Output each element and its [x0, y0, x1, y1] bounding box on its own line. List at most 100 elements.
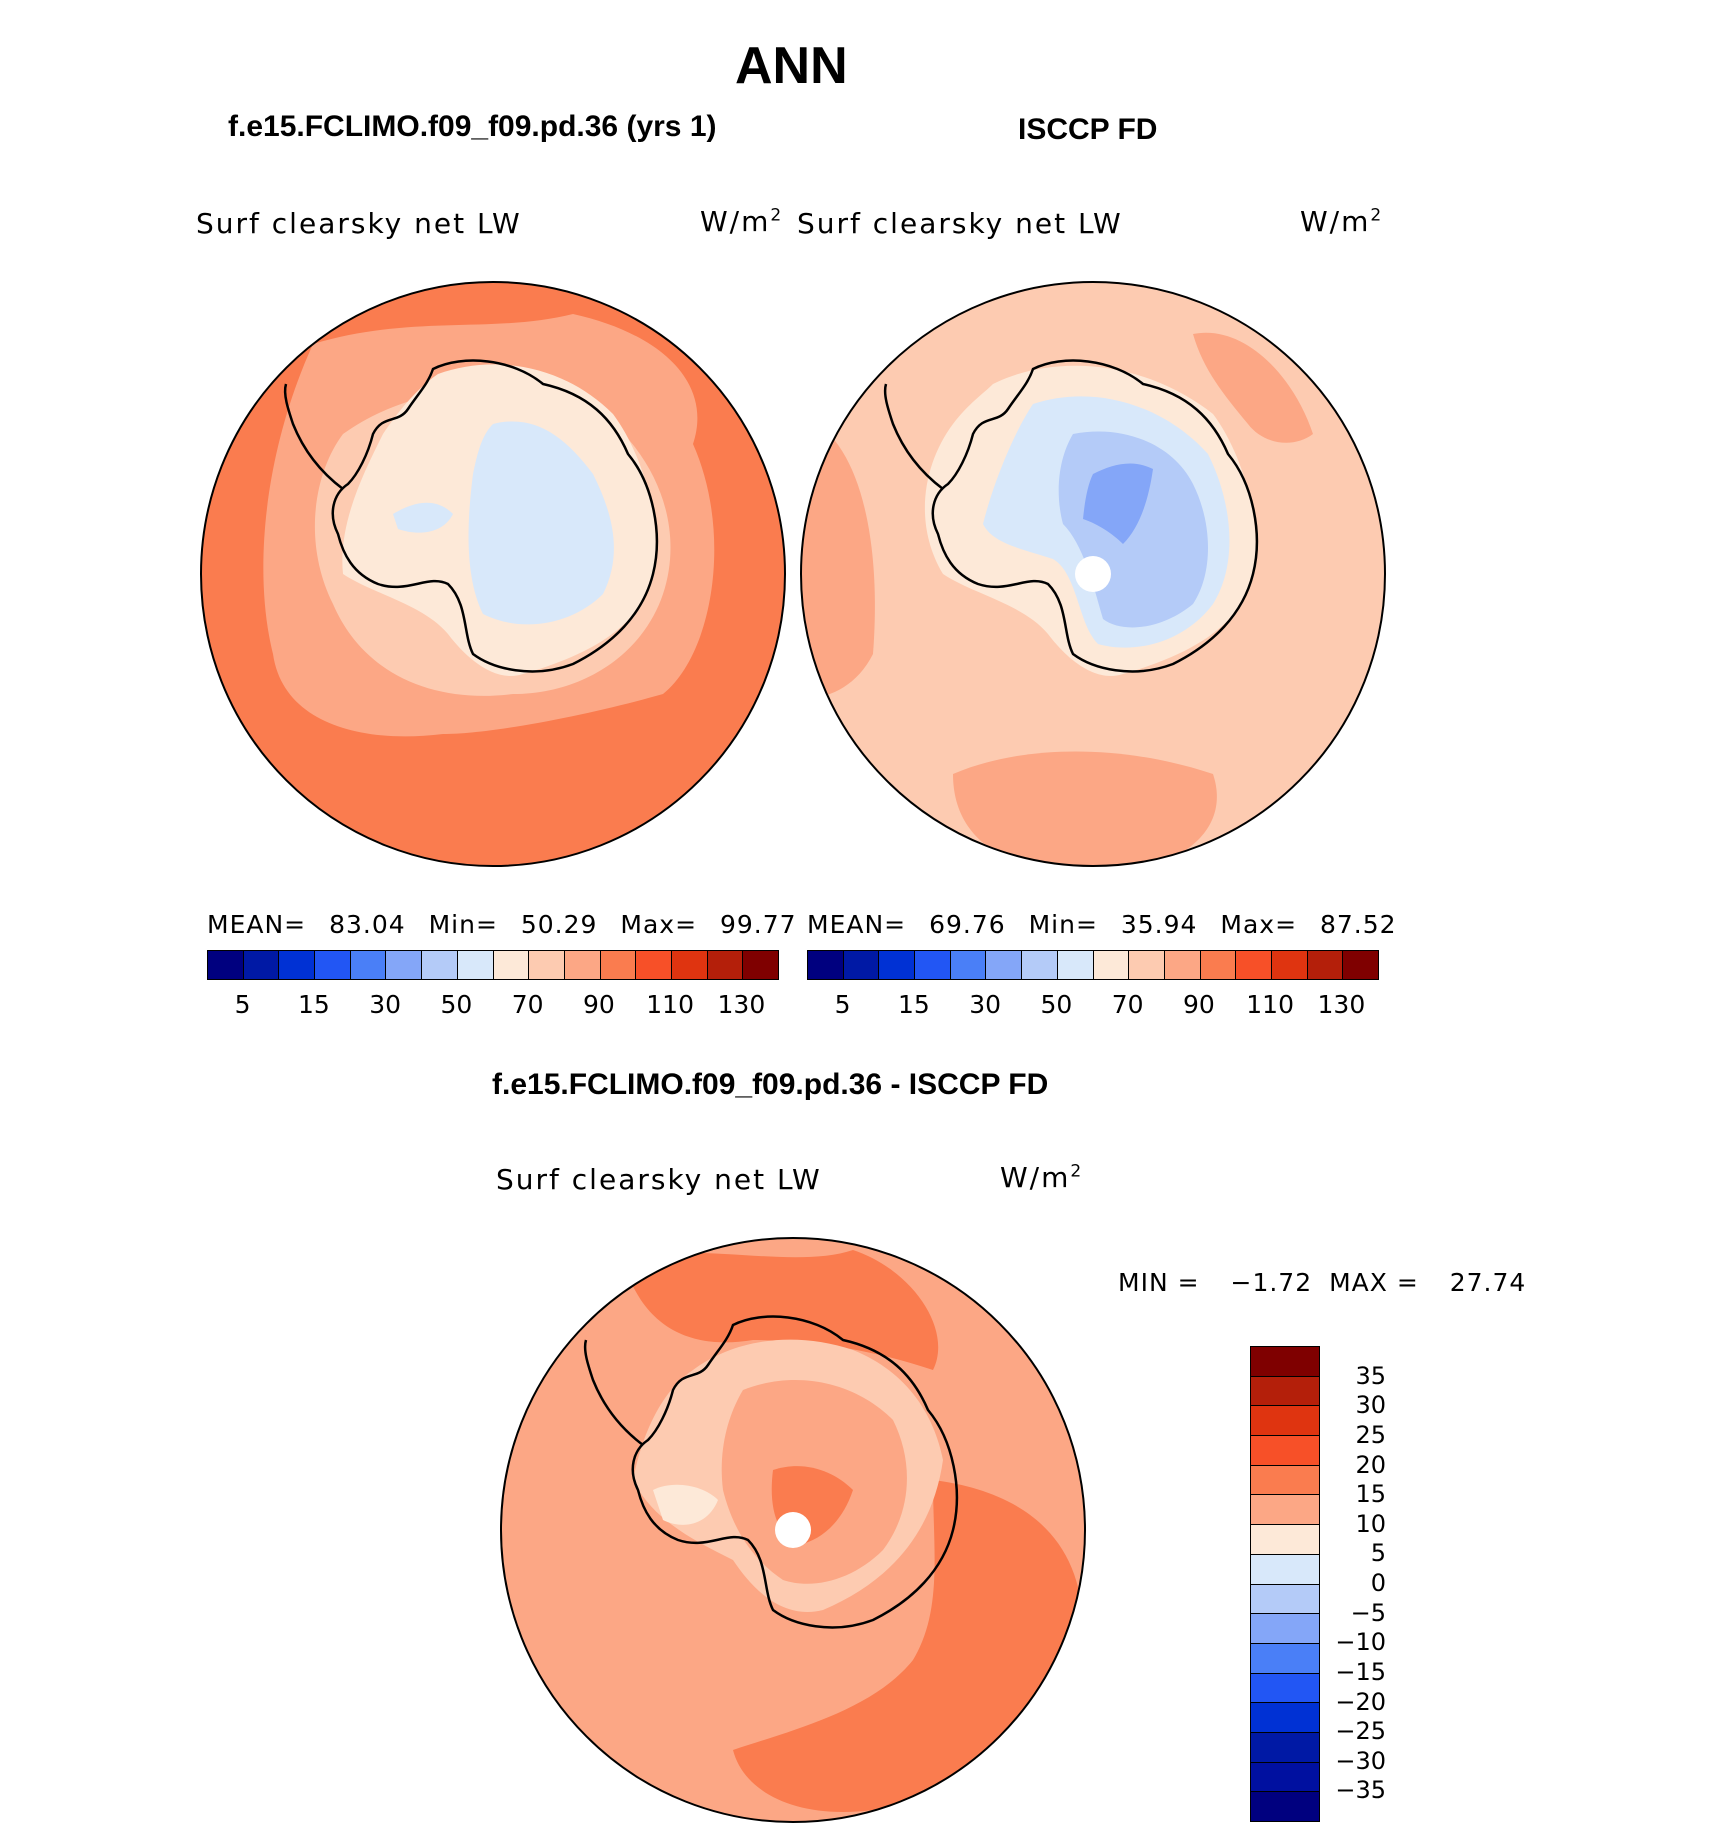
- colorbar-swatch: [386, 951, 423, 979]
- diff-pole-hole: [775, 1512, 811, 1548]
- model-polar-map: [200, 281, 786, 867]
- colorbar-swatch: [315, 951, 351, 979]
- colorbar-tick-label: −5: [1350, 1598, 1386, 1627]
- obs-ocean-patch-s: [953, 751, 1217, 866]
- colorbar-swatch: [1251, 1436, 1319, 1466]
- colorbar-swatch: [1093, 951, 1130, 979]
- diff-colorbar: [1250, 1346, 1320, 1822]
- obs-polar-map: [800, 281, 1386, 867]
- colorbar-swatch: [600, 951, 637, 979]
- model-colorbar: [207, 950, 779, 980]
- colorbar-tick-label: 15: [297, 990, 330, 1019]
- colorbar-swatch: [808, 951, 844, 979]
- diff-max-label: MAX =: [1329, 1268, 1419, 1297]
- colorbar-swatch: [493, 951, 530, 979]
- main-title: ANN: [735, 37, 848, 95]
- colorbar-tick-label: −10: [1335, 1628, 1386, 1657]
- colorbar-tick-label: 70: [511, 990, 544, 1019]
- colorbar-tick-label: 70: [1111, 990, 1144, 1019]
- diff-variable-label: Surf clearsky net LW: [496, 1163, 822, 1196]
- obs-interior-ice-dark: [1083, 463, 1153, 544]
- diff-max-value: 27.74: [1449, 1268, 1527, 1297]
- colorbar-swatch: [1236, 951, 1272, 979]
- obs-min-value: 35.94: [1120, 910, 1198, 939]
- model-max-value: 99.77: [720, 910, 797, 939]
- antarctic-coastline-obs: [931, 359, 1259, 673]
- colorbar-tick-label: 90: [1182, 990, 1215, 1019]
- colorbar-tick-label: 50: [1040, 990, 1073, 1019]
- colorbar-tick-label: 110: [1246, 990, 1294, 1019]
- colorbar-swatch: [950, 951, 987, 979]
- colorbar-swatch: [564, 951, 601, 979]
- colorbar-swatch: [1251, 1495, 1319, 1526]
- antarctic-coastline-diff: [631, 1315, 959, 1629]
- obs-min-label: Min=: [1028, 910, 1098, 939]
- colorbar-swatch: [1200, 951, 1237, 979]
- colorbar-swatch: [707, 951, 744, 979]
- antarctic-coastline-model: [331, 359, 659, 673]
- colorbar-tick-label: 20: [1355, 1450, 1386, 1479]
- colorbar-tick-label: 25: [1355, 1420, 1386, 1449]
- colorbar-swatch: [1251, 1673, 1319, 1704]
- colorbar-tick-label: 35: [1355, 1361, 1386, 1390]
- antarctic-peninsula-model: [283, 383, 344, 490]
- colorbar-tick-label: 50: [440, 990, 473, 1019]
- colorbar-tick-label: −15: [1335, 1657, 1386, 1686]
- model-panel-title: f.e15.FCLIMO.f09_f09.pd.36 (yrs 1): [228, 110, 717, 143]
- diff-units-label: W/m2: [1000, 1161, 1083, 1194]
- colorbar-swatch: [1022, 951, 1058, 979]
- obs-pole-hole: [1075, 556, 1111, 592]
- colorbar-tick-label: 15: [897, 990, 930, 1019]
- colorbar-swatch: [1251, 1376, 1319, 1407]
- colorbar-swatch: [422, 951, 458, 979]
- obs-max-label: Max=: [1220, 910, 1298, 939]
- colorbar-swatch: [671, 951, 708, 979]
- diff-ocean-patch-n: [623, 1250, 939, 1370]
- colorbar-swatch: [1251, 1614, 1319, 1644]
- antarctic-peninsula-diff: [583, 1339, 644, 1446]
- diff-ocean-patch-se: [733, 1480, 1083, 1812]
- colorbar-tick-label: −30: [1335, 1746, 1386, 1775]
- obs-variable-label: Surf clearsky net LW: [797, 207, 1123, 240]
- colorbar-swatch: [1251, 1732, 1319, 1763]
- colorbar-tick-label: 5: [1370, 1539, 1386, 1568]
- colorbar-swatch: [1251, 1554, 1319, 1585]
- colorbar-tick-label: −35: [1335, 1776, 1386, 1805]
- colorbar-swatch: [879, 951, 916, 979]
- obs-mean-label: MEAN=: [807, 910, 907, 939]
- colorbar-tick-label: 5: [234, 990, 251, 1019]
- model-ice-west: [393, 502, 453, 533]
- model-stats: MEAN= 83.04 Min= 50.29 Max= 99.77: [207, 910, 797, 939]
- colorbar-tick-label: 0: [1370, 1569, 1386, 1597]
- model-units: W/m: [700, 205, 771, 238]
- colorbar-tick-label: 5: [834, 990, 851, 1019]
- diff-stats: MIN = −1.72 MAX = 27.74: [1118, 1268, 1526, 1297]
- colorbar-swatch: [1251, 1465, 1319, 1496]
- obs-units-superscript: 2: [1370, 205, 1384, 226]
- model-units-superscript: 2: [770, 205, 784, 226]
- diff-units-superscript: 2: [1070, 1161, 1084, 1182]
- colorbar-tick-label: 130: [1317, 990, 1366, 1019]
- model-units-label: W/m2: [700, 205, 783, 238]
- colorbar-swatch: [457, 951, 494, 979]
- colorbar-swatch: [1251, 1762, 1319, 1793]
- colorbar-tick-label: 90: [582, 990, 615, 1019]
- colorbar-swatch: [1129, 951, 1165, 979]
- colorbar-tick-label: 30: [1355, 1391, 1386, 1420]
- obs-units: W/m: [1300, 205, 1371, 238]
- obs-colorbar: [807, 950, 1379, 980]
- colorbar-tick-label: 10: [1355, 1509, 1386, 1538]
- colorbar-tick-label: −25: [1335, 1717, 1386, 1746]
- colorbar-swatch: [1164, 951, 1201, 979]
- diff-min-label: MIN =: [1118, 1268, 1200, 1297]
- colorbar-swatch: [986, 951, 1023, 979]
- colorbar-swatch: [1057, 951, 1094, 979]
- diff-polar-map: [500, 1237, 1086, 1823]
- obs-mean-value: 69.76: [929, 910, 1006, 939]
- colorbar-swatch: [1251, 1703, 1319, 1733]
- obs-panel-title: ISCCP FD: [1018, 113, 1158, 146]
- colorbar-tick-label: 130: [717, 990, 766, 1019]
- colorbar-tick-label: −20: [1335, 1687, 1386, 1716]
- colorbar-swatch: [1251, 1584, 1319, 1615]
- colorbar-swatch: [279, 951, 316, 979]
